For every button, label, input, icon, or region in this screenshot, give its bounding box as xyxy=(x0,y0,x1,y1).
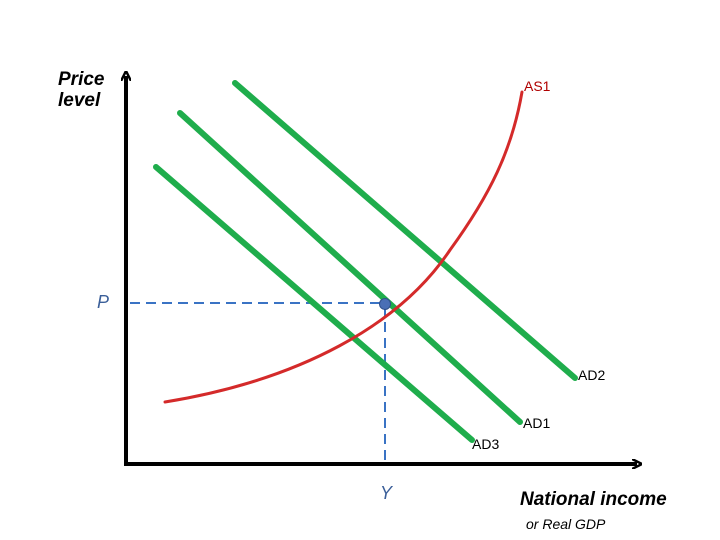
equilibrium-point xyxy=(379,298,391,310)
ad3-curve xyxy=(153,164,475,443)
as1-label: AS1 xyxy=(524,78,551,94)
y-axis-title: Price level xyxy=(58,69,105,112)
ad2-label: AD2 xyxy=(578,367,606,383)
ad1-label: AD1 xyxy=(523,415,551,431)
y-axis-title-line2: level xyxy=(58,89,101,111)
as1-curve xyxy=(163,90,524,404)
y-axis-title-line1: Price xyxy=(58,69,105,90)
price-label: P xyxy=(97,292,110,312)
ad1-curve xyxy=(177,110,523,425)
ad2-curve xyxy=(232,80,578,381)
x-axis-subtitle: or Real GDP xyxy=(526,516,606,532)
ad3-label: AD3 xyxy=(472,436,500,452)
output-label: Y xyxy=(380,483,393,503)
x-axis-title: National income xyxy=(520,489,667,510)
